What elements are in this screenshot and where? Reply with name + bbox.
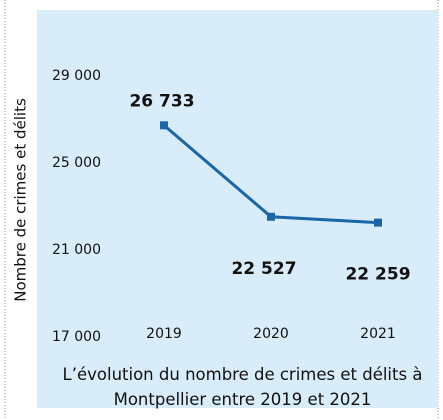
x-tick-label: 2021	[360, 326, 396, 342]
y-tick-label: 17 000	[52, 329, 101, 345]
data-label: 22 527	[231, 259, 296, 279]
y-tick-label: 29 000	[52, 68, 101, 84]
data-label: 22 259	[345, 265, 410, 285]
panel	[37, 10, 438, 408]
data-point	[160, 121, 168, 130]
x-tick-label: 2020	[253, 326, 289, 342]
x-tick-label: 2019	[146, 326, 182, 342]
data-point	[267, 212, 275, 221]
chart-title: L’évolution du nombre de crimes et délit…	[62, 365, 423, 409]
y-axis-label: Nombre de crimes et délits	[12, 98, 30, 302]
y-tick-label: 25 000	[52, 155, 101, 171]
data-point	[374, 218, 382, 227]
y-tick-label: 21 000	[52, 242, 101, 258]
data-label: 26 733	[129, 91, 194, 111]
